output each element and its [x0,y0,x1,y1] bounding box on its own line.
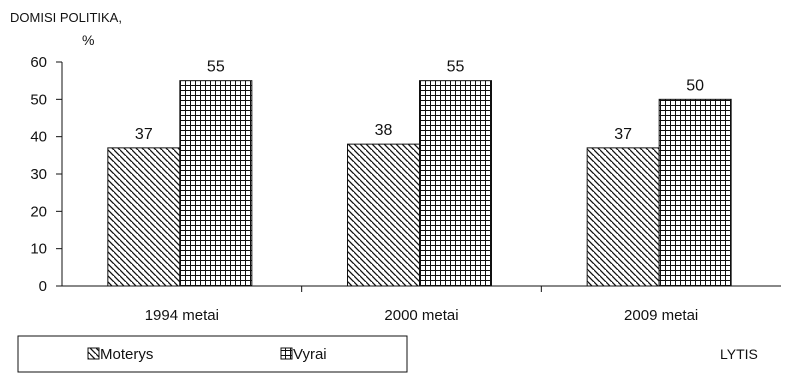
y-tick-label: 20 [30,203,47,220]
bar-vyrai-1 [419,80,492,287]
legend-box [17,335,408,373]
x-tick-label: 2000 metai [384,307,458,324]
bar-moterys-1 [347,143,420,287]
legend-swatch-vyrai [280,347,293,360]
data-label: 37 [614,126,632,143]
x-axis-title: LYTIS [720,346,758,362]
data-labels: 37 55 38 55 37 50 [135,59,704,143]
legend-label-moterys: Moterys [100,346,153,363]
data-label: 37 [135,126,153,143]
data-label: 55 [207,59,225,76]
y-axis-title-line1: DOMISI POLITIKA, [10,10,122,25]
legend-label-vyrai: Vyrai [293,346,327,363]
bar-vyrai-0 [179,80,253,287]
y-tick-label: 50 [30,91,47,108]
bar-moterys-0 [107,147,181,287]
y-tick-labels: 0 10 20 30 40 50 60 [30,54,47,295]
data-label: 38 [375,122,393,139]
data-label: 55 [447,59,465,76]
x-tick-labels: 1994 metai 2000 metai 2009 metai [145,307,699,324]
legend-swatch-moterys [87,347,100,360]
y-axis-title-line2: % [82,32,94,48]
bar-vyrai-2 [658,98,732,287]
bars [107,80,732,287]
x-tick-label: 1994 metai [145,307,219,324]
y-tick-label: 60 [30,54,47,71]
bar-moterys-2 [586,147,660,287]
y-tick-label: 0 [39,278,47,295]
x-tick-label: 2009 metai [624,307,698,324]
legend: Moterys Vyrai [17,335,408,373]
y-tick-label: 10 [30,241,47,258]
y-tick-label: 30 [30,166,47,183]
data-label: 50 [686,77,704,94]
y-tick-label: 40 [30,129,47,146]
